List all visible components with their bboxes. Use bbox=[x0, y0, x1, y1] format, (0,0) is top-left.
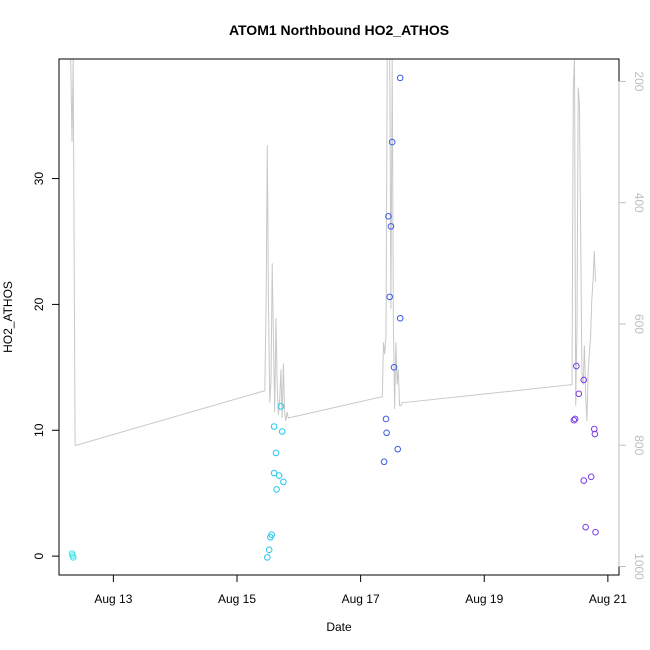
data-point bbox=[383, 429, 390, 437]
right-tick-label: 800 bbox=[632, 435, 646, 455]
data-point bbox=[396, 74, 404, 82]
data-point bbox=[277, 403, 285, 410]
data-point bbox=[592, 528, 599, 536]
data-point bbox=[386, 293, 393, 301]
data-point bbox=[587, 473, 595, 481]
data-point bbox=[69, 552, 76, 559]
data-point bbox=[571, 415, 579, 423]
line-series bbox=[70, 58, 596, 446]
right-tick-label: 1000 bbox=[632, 553, 646, 580]
data-point bbox=[387, 223, 395, 230]
x-axis: Aug 13 Aug 15 Aug 17 Aug 19 Aug 21 bbox=[94, 574, 627, 606]
data-point bbox=[582, 523, 589, 531]
data-point bbox=[394, 445, 402, 453]
data-point bbox=[580, 376, 588, 384]
y-tick-label: 0 bbox=[32, 552, 46, 559]
data-point bbox=[278, 428, 286, 435]
data-point bbox=[382, 415, 390, 423]
data-point bbox=[272, 449, 280, 457]
data-point bbox=[591, 430, 599, 438]
right-axis: 200 400 600 800 1000 bbox=[618, 71, 646, 580]
data-point bbox=[385, 213, 392, 220]
plot-area bbox=[68, 58, 599, 561]
y-tick-label: 30 bbox=[32, 172, 46, 186]
data-point bbox=[268, 531, 275, 539]
x-tick-label: Aug 17 bbox=[342, 592, 380, 606]
data-point bbox=[270, 469, 278, 477]
x-tick-label: Aug 13 bbox=[94, 592, 132, 606]
data-point bbox=[380, 458, 388, 466]
y-axis: 0 10 20 30 bbox=[32, 172, 60, 559]
data-point bbox=[575, 390, 583, 398]
data-point bbox=[396, 314, 404, 322]
x-tick-label: Aug 19 bbox=[465, 592, 503, 606]
y-axis-label: HO2_ATHOS bbox=[1, 281, 15, 353]
right-tick-label: 400 bbox=[632, 193, 646, 213]
data-point bbox=[265, 546, 273, 554]
plot-frame bbox=[58, 58, 620, 576]
data-point bbox=[388, 138, 396, 146]
right-tick-label: 200 bbox=[632, 71, 646, 91]
data-point bbox=[270, 423, 278, 430]
data-point bbox=[280, 478, 287, 486]
data-point bbox=[573, 362, 580, 370]
y-tick-label: 10 bbox=[32, 423, 46, 437]
data-point bbox=[590, 425, 598, 433]
x-tick-label: Aug 21 bbox=[589, 592, 627, 606]
x-axis-label: Date bbox=[326, 620, 352, 634]
data-point bbox=[570, 416, 578, 424]
data-point bbox=[264, 554, 271, 561]
data-point bbox=[390, 364, 398, 371]
chart-title: ATOM1 Northbound HO2_ATHOS bbox=[229, 22, 449, 38]
y-tick-label: 20 bbox=[32, 297, 46, 311]
data-point bbox=[275, 472, 283, 479]
data-point bbox=[273, 486, 280, 493]
right-tick-label: 600 bbox=[632, 314, 646, 334]
x-tick-label: Aug 15 bbox=[218, 592, 256, 606]
data-point bbox=[580, 477, 588, 484]
